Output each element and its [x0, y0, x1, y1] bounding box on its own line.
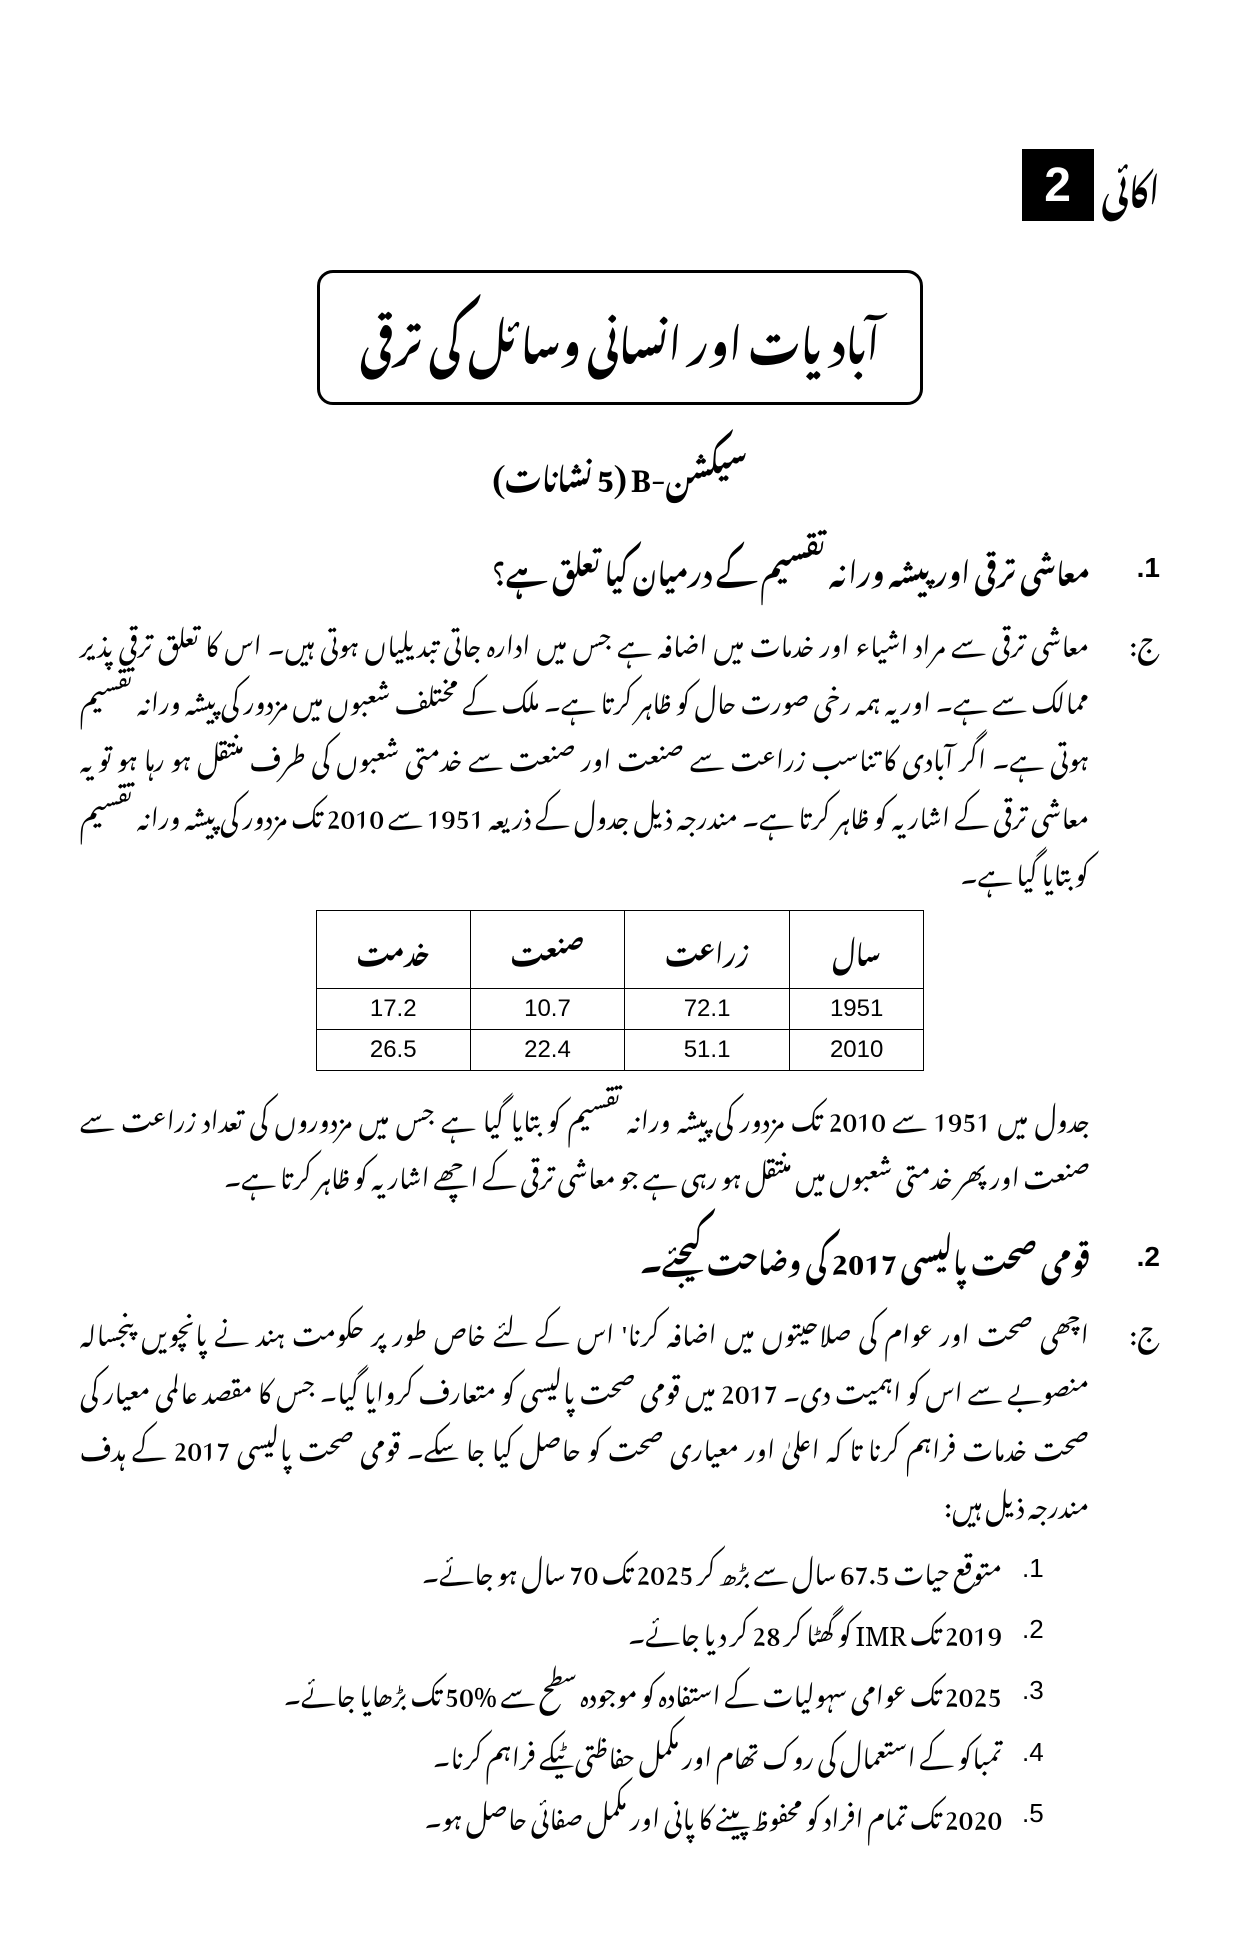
- th-agriculture: زراعت: [625, 910, 790, 988]
- unit-number: 2: [1044, 158, 1071, 213]
- cell: 22.4: [470, 1029, 624, 1070]
- cell: 72.1: [625, 988, 790, 1029]
- table-header-row: سال زراعت صنعت خدمت: [316, 910, 924, 988]
- cell: 1951: [789, 988, 923, 1029]
- chapter-title: آبادیات اور انسانی وسائل کی ترقی: [317, 270, 923, 405]
- section-header: سیکشن-B (5 نشانات): [80, 435, 1160, 510]
- question-text: معاشی ترقی اور پیشہ ورانہ تقسیم کے درمیا…: [492, 540, 1090, 596]
- question-number: .1: [1130, 540, 1160, 596]
- answer-label: ج:: [1129, 612, 1160, 898]
- list-item: .3 2025 تک عوامی سہولیات کے استفادہ کو م…: [80, 1662, 1050, 1719]
- list-item: .5 2020 تک تمام افراد کو محفوظ پینے کا پ…: [80, 1785, 1050, 1842]
- goal-number: .3: [1022, 1662, 1050, 1719]
- cell: 51.1: [625, 1029, 790, 1070]
- goal-text: 2020 تک تمام افراد کو محفوظ پینے کا پانی…: [425, 1785, 1002, 1842]
- cell: 2010: [789, 1029, 923, 1070]
- th-year: سال: [789, 910, 923, 988]
- qa-block-1: .1 معاشی ترقی اور پیشہ ورانہ تقسیم کے در…: [80, 540, 1160, 1201]
- post-table-text: جدول میں 1951 سے 2010 تک مزدور کی پیشہ و…: [80, 1087, 1090, 1201]
- answer-body: معاشی ترقی سے مراد اشیاء اور خدمات میں ا…: [80, 612, 1089, 898]
- unit-header: اکائی 2: [80, 140, 1160, 230]
- question-line: .2 قومی صحت پالیسی 2017 کی وضاحت کیجئے۔: [80, 1229, 1160, 1285]
- goal-number: .4: [1022, 1724, 1050, 1781]
- goal-text: 2025 تک عوامی سہولیات کے استفادہ کو موجو…: [284, 1662, 1002, 1719]
- occupation-table: سال زراعت صنعت خدمت 1951 72.1 10.7 17.2 …: [316, 910, 925, 1071]
- table-row: 2010 51.1 22.4 26.5: [316, 1029, 924, 1070]
- goals-list: .1 متوقع حیات 67.5 سال سے بڑھ کر 2025 تک…: [80, 1540, 1050, 1842]
- question-line: .1 معاشی ترقی اور پیشہ ورانہ تقسیم کے در…: [80, 540, 1160, 596]
- goal-number: .1: [1022, 1540, 1050, 1597]
- goal-text: متوقع حیات 67.5 سال سے بڑھ کر 2025 تک 70…: [422, 1540, 1002, 1597]
- answer-line: ج: اچھی صحت اور عوام کی صلاحیتوں میں اضا…: [80, 1301, 1160, 1530]
- goal-text: 2019 تک IMR کو گھٹا کر 28 کر دیا جائے۔: [628, 1601, 1002, 1658]
- qa-block-2: .2 قومی صحت پالیسی 2017 کی وضاحت کیجئے۔ …: [80, 1229, 1160, 1842]
- answer-label: ج:: [1129, 1301, 1160, 1530]
- list-item: .4 تمباکو کے استعمال کی روک تھام اور مکم…: [80, 1724, 1050, 1781]
- answer-line: ج: معاشی ترقی سے مراد اشیاء اور خدمات می…: [80, 612, 1160, 898]
- th-industry: صنعت: [470, 910, 624, 988]
- list-item: .2 2019 تک IMR کو گھٹا کر 28 کر دیا جائے…: [80, 1601, 1050, 1658]
- unit-number-box: 2: [1022, 149, 1094, 221]
- goal-number: .5: [1022, 1785, 1050, 1842]
- th-services: خدمت: [316, 910, 470, 988]
- goal-number: .2: [1022, 1601, 1050, 1658]
- answer-body: اچھی صحت اور عوام کی صلاحیتوں میں اضافہ …: [80, 1301, 1089, 1530]
- cell: 17.2: [316, 988, 470, 1029]
- question-text: قومی صحت پالیسی 2017 کی وضاحت کیجئے۔: [640, 1229, 1090, 1285]
- unit-label: اکائی: [1102, 140, 1160, 230]
- question-number: .2: [1130, 1229, 1160, 1285]
- list-item: .1 متوقع حیات 67.5 سال سے بڑھ کر 2025 تک…: [80, 1540, 1050, 1597]
- cell: 10.7: [470, 988, 624, 1029]
- cell: 26.5: [316, 1029, 470, 1070]
- goal-text: تمباکو کے استعمال کی روک تھام اور مکمل ح…: [433, 1724, 1002, 1781]
- table-row: 1951 72.1 10.7 17.2: [316, 988, 924, 1029]
